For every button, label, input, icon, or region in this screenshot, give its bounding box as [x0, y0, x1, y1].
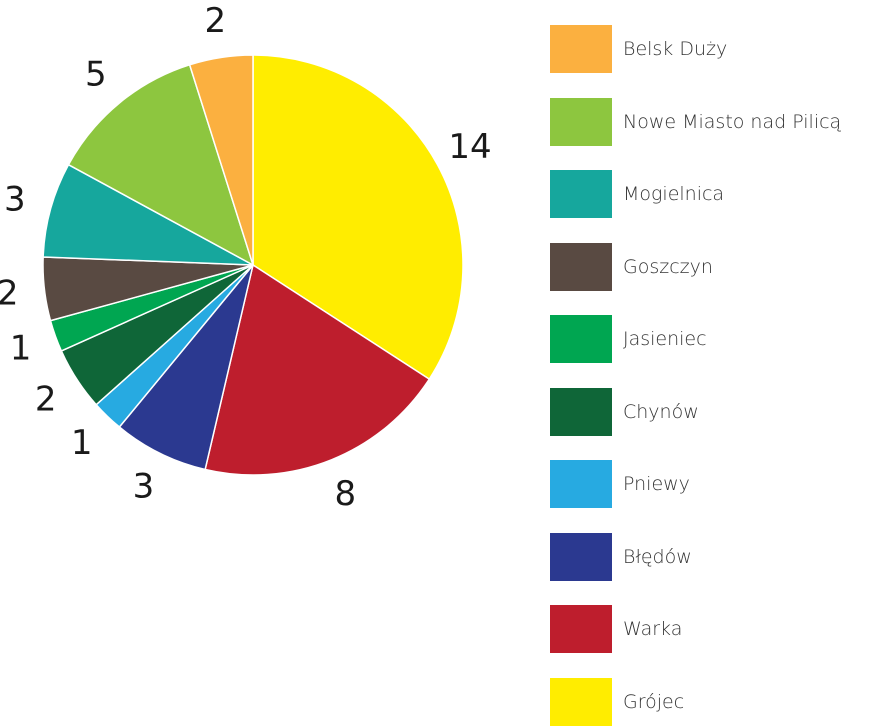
- legend-item-bledow: Błędów: [550, 532, 692, 581]
- legend-item-grojec: Grójec: [550, 677, 685, 726]
- legend-item-warka: Warka: [550, 605, 682, 653]
- data-label-mogielnica: 3: [4, 180, 26, 220]
- legend-label: Warka: [623, 618, 683, 640]
- legend-swatch: [550, 532, 612, 581]
- legend-swatch: [550, 460, 612, 508]
- data-label-goszczyn: 2: [0, 273, 18, 313]
- legend-swatch: [550, 170, 612, 218]
- data-label-jasieniec: 1: [10, 328, 32, 368]
- legend-swatch: [550, 315, 612, 363]
- legend-label: Błędów: [623, 545, 692, 568]
- legend-swatch: [550, 242, 612, 291]
- legend-label: Mogielnica: [623, 183, 725, 205]
- legend-label: Belsk Duży: [623, 38, 728, 60]
- data-label-grojec: 14: [448, 127, 491, 167]
- legend-swatch: [550, 677, 612, 726]
- legend-label: Chynów: [623, 400, 699, 423]
- legend-label: Jasieniec: [623, 328, 707, 350]
- legend-item-pniewy: Pniewy: [550, 460, 690, 508]
- data-label-pniewy: 1: [71, 423, 93, 463]
- legend-item-belsk-duzy: Belsk Duży: [550, 25, 727, 73]
- legend-swatch: [550, 387, 612, 436]
- legend-item-jasieniec: Jasieniec: [550, 315, 707, 363]
- legend-item-goszczyn: Goszczyn: [550, 242, 713, 291]
- legend-swatch: [550, 605, 612, 653]
- pie-slice-warka: [204, 264, 431, 476]
- legend-label: Goszczyn: [623, 255, 713, 278]
- data-label-nowe-miasto-nad-pilica: 5: [85, 54, 107, 94]
- legend-item-chynow: Chynów: [550, 387, 699, 436]
- legend-label: Pniewy: [623, 473, 690, 495]
- data-label-chynow: 2: [35, 379, 57, 419]
- legend-item-mogielnica: Mogielnica: [550, 170, 724, 218]
- data-label-belsk-duzy: 2: [204, 1, 226, 41]
- data-label-warka: 8: [335, 474, 357, 514]
- legend-item-nowe-miasto-nad-pilica: Nowe Miasto nad Pilicą: [550, 97, 842, 146]
- data-label-bledow: 3: [133, 466, 155, 506]
- legend-label: Grójec: [623, 690, 685, 713]
- legend-swatch: [550, 25, 612, 73]
- legend-label: Nowe Miasto nad Pilicą: [623, 110, 842, 133]
- legend-swatch: [550, 97, 612, 146]
- pie-slice-nowe-miasto-nad-pilica: [67, 64, 254, 266]
- pie-slice-belsk-duzy: [188, 54, 254, 266]
